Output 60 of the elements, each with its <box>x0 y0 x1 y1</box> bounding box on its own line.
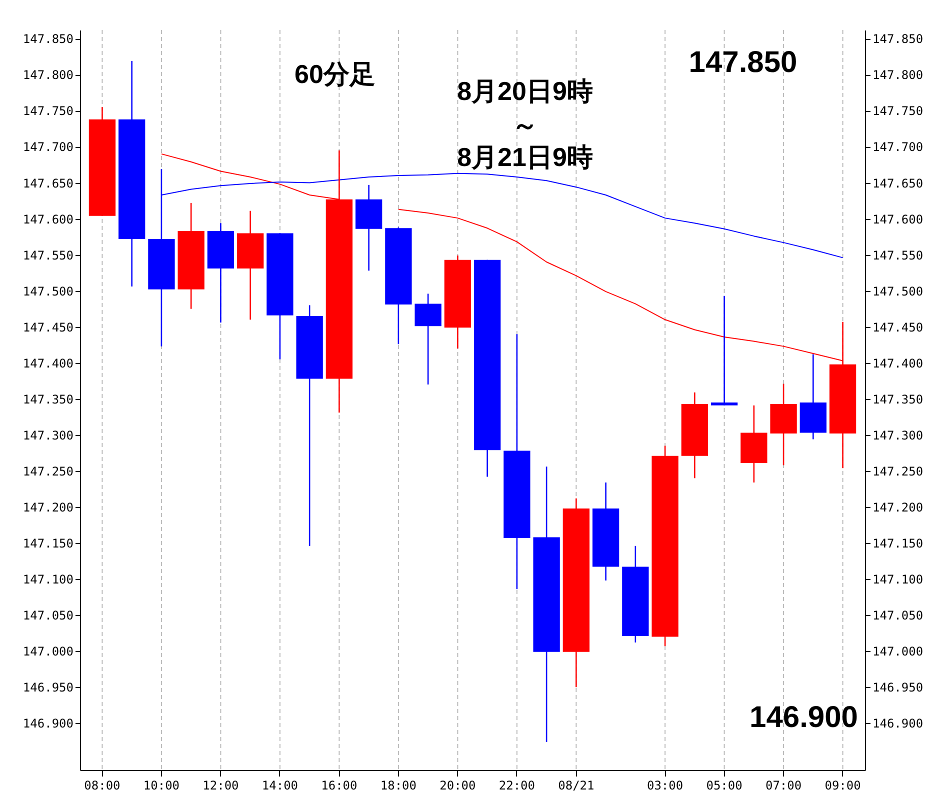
y2-tick-label: 147.650 <box>872 176 924 190</box>
x-tick-label: 03:00 <box>646 778 684 792</box>
x-tick-label: 20:00 <box>440 778 476 792</box>
annotation: 8月21日9時 <box>457 142 593 172</box>
x-tick-label: 18:00 <box>380 778 417 792</box>
x-tick-label: 08:00 <box>84 778 120 792</box>
y-tick-label: 147.350 <box>22 392 74 406</box>
y-tick-label: 147.600 <box>22 212 74 226</box>
y2-tick-label: 147.100 <box>872 572 924 587</box>
x-tick-label: 22:00 <box>498 778 535 792</box>
y2-tick-label: 147.050 <box>872 608 924 623</box>
y-tick-label: 147.550 <box>22 248 74 262</box>
y2-tick-label: 147.850 <box>872 32 924 46</box>
y2-tick-label: 147.250 <box>872 464 924 478</box>
y-tick-label: 146.950 <box>22 680 74 695</box>
y-tick-label: 147.800 <box>22 68 74 82</box>
x-tick-label: 16:00 <box>321 778 358 792</box>
x-tick-label: 07:00 <box>765 778 802 792</box>
y2-tick-label: 146.900 <box>872 716 924 731</box>
y2-tick-label: 147.550 <box>872 248 924 262</box>
y-tick-label: 147.650 <box>22 176 74 190</box>
x-tick-label: 10:00 <box>143 778 180 792</box>
x-tick-label: 08/21 <box>558 778 594 792</box>
y-tick-label: 147.150 <box>22 536 74 551</box>
y-tick-label: 147.250 <box>22 464 74 478</box>
y-tick-label: 147.500 <box>22 284 74 298</box>
x-tick-label: 05:00 <box>706 778 742 792</box>
candlestick <box>710 295 738 406</box>
y2-tick-label: 147.200 <box>872 500 924 514</box>
y2-tick-label: 147.800 <box>872 68 924 82</box>
annotation: 146.900 <box>750 701 858 734</box>
x-tick-label: 14:00 <box>262 778 298 792</box>
y2-tick-label: 146.950 <box>872 680 924 695</box>
y2-tick-label: 147.600 <box>872 212 924 226</box>
annotation: 60分足 <box>294 59 376 89</box>
y2-tick-label: 147.000 <box>872 644 924 659</box>
y-tick-label: 147.300 <box>22 428 74 442</box>
y-tick-label: 147.450 <box>22 320 74 334</box>
annotation: ～ <box>512 110 538 140</box>
y-tick-label: 147.050 <box>22 608 74 623</box>
y2-tick-label: 147.150 <box>872 536 924 551</box>
annotation: 8月20日9時 <box>457 76 593 106</box>
y2-tick-label: 147.450 <box>872 320 924 334</box>
y-tick-label: 147.850 <box>22 32 74 46</box>
y-tick-label: 147.400 <box>22 356 74 370</box>
y2-tick-label: 147.350 <box>872 392 924 406</box>
x-tick-label: 09:00 <box>824 778 861 792</box>
y-tick-label: 147.750 <box>22 104 74 118</box>
y-tick-label: 147.100 <box>22 572 74 587</box>
y-tick-label: 147.200 <box>22 500 74 514</box>
y-tick-label: 147.700 <box>22 140 74 154</box>
y2-tick-label: 147.500 <box>872 284 924 298</box>
y-tick-label: 146.900 <box>22 716 74 731</box>
y-tick-label: 147.000 <box>22 644 74 659</box>
y2-tick-label: 147.400 <box>872 356 924 370</box>
x-tick-label: 12:00 <box>202 778 239 792</box>
y2-tick-label: 147.700 <box>872 140 924 154</box>
y2-tick-label: 147.750 <box>872 104 924 118</box>
y2-tick-label: 147.300 <box>872 428 924 442</box>
annotation: 147.850 <box>688 46 798 79</box>
